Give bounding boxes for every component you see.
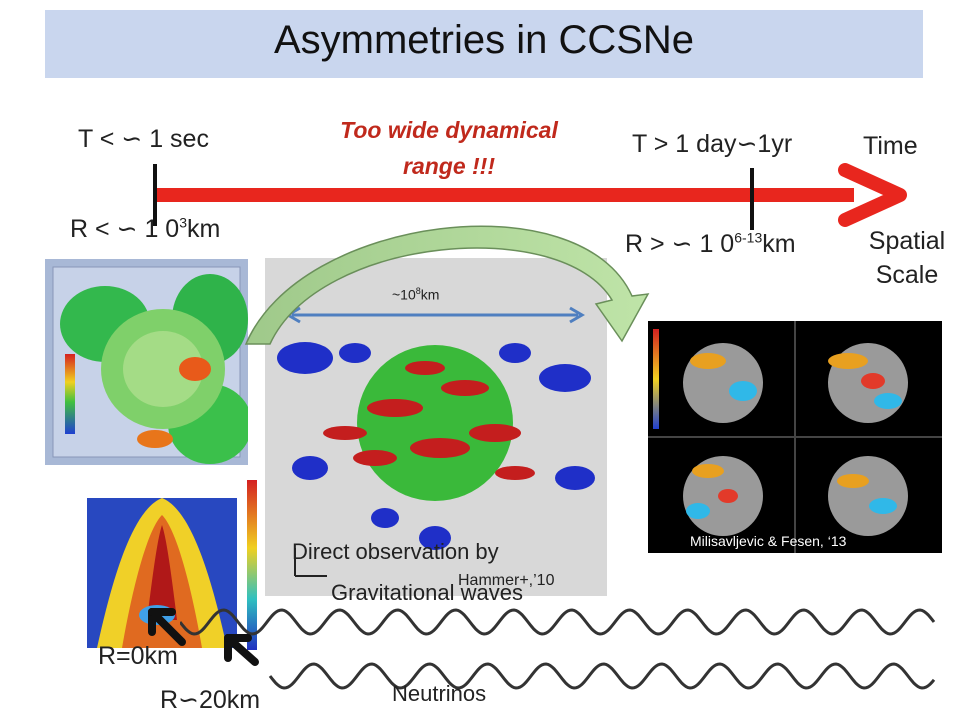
remnant-credit: Milisavljevic & Fesen, ‘13	[690, 533, 847, 549]
gw-caption-line2: Gravitational waves	[331, 580, 523, 605]
remnant-panels-image	[648, 321, 942, 553]
entropy-slice-image	[37, 470, 265, 675]
scale-label: ~108km	[392, 286, 440, 303]
spatial-axis-label: Spatial Scale	[868, 227, 946, 289]
wave-lines	[180, 608, 936, 690]
neutrinos-label: Neutrinos	[392, 681, 487, 706]
early-radius-label: R < ∽ 1 03km	[70, 214, 221, 243]
slide-title: Asymmetries in CCSNe	[273, 18, 695, 62]
hammer-credit: Hammer+,’10	[458, 572, 555, 589]
r0-label: R=0km	[98, 642, 178, 670]
curved-arrow	[244, 225, 650, 345]
range-note: Too wide dynamical range !!!	[340, 117, 558, 179]
late-radius-label: R > ∽ 1 06-13km	[625, 229, 796, 258]
r20-label: R∽20km	[160, 686, 261, 714]
pointer-arrows	[148, 608, 259, 666]
early-time-label: T < ∽ 1 sec	[78, 125, 209, 153]
time-axis-label: Time	[863, 132, 918, 160]
sim-cube-image	[45, 259, 248, 465]
late-time-label: T > 1 day∽1yr	[632, 130, 793, 158]
title-bar: Asymmetries in CCSNe	[45, 10, 923, 78]
gw-caption-line1: Direct observation by	[292, 539, 499, 564]
timeline-arrow	[153, 163, 907, 230]
